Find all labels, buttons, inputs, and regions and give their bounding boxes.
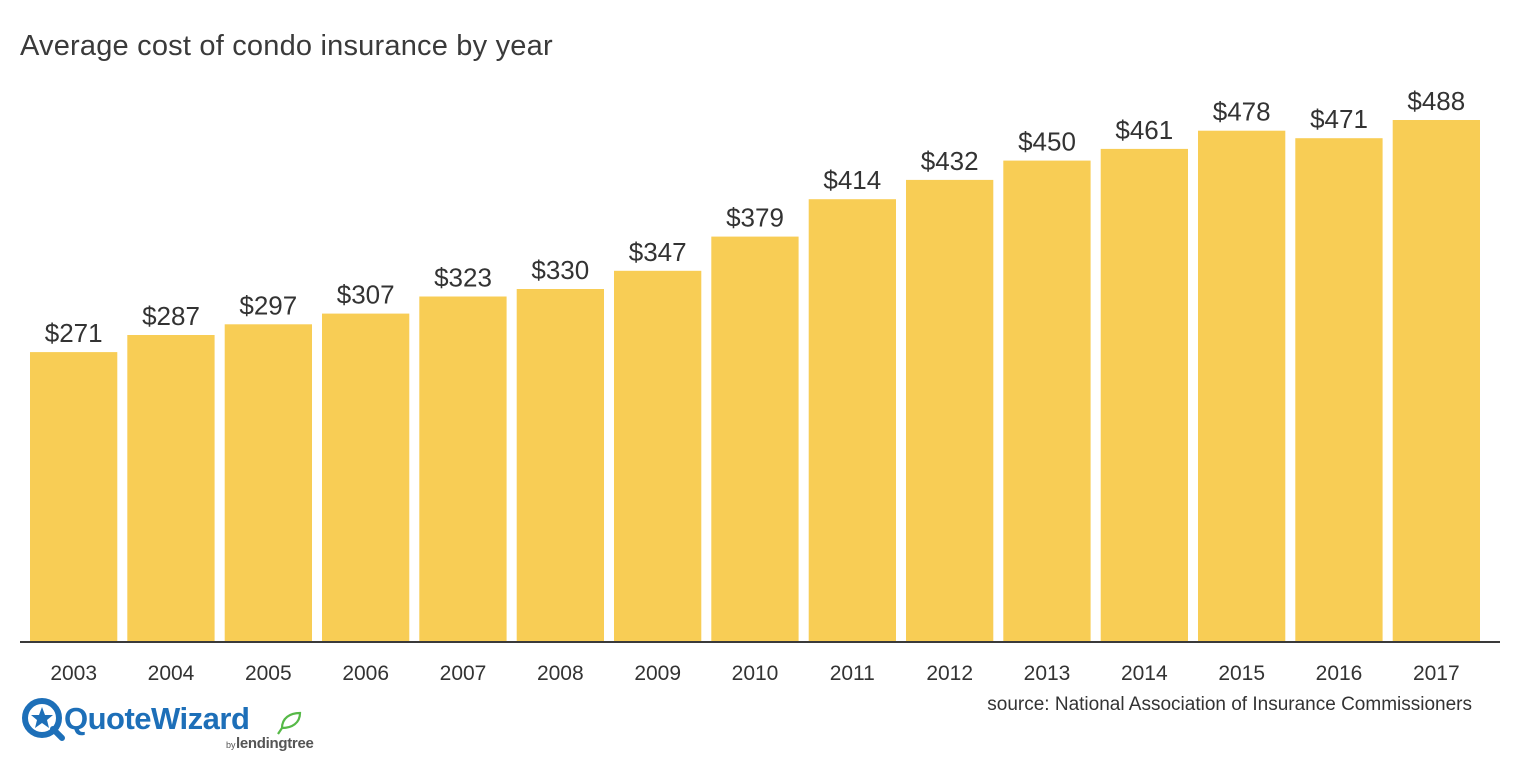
bar-2003 — [30, 352, 118, 642]
value-label-2014: $461 — [1115, 115, 1173, 145]
bar-2017 — [1392, 120, 1480, 642]
value-label-2015: $478 — [1213, 97, 1271, 127]
logo-byline: by — [226, 740, 236, 750]
value-label-2004: $287 — [142, 301, 200, 331]
bars-group — [30, 120, 1480, 642]
value-labels-group: $271 $287 $297 $307 $323 $330 $347 $379 $414 $432… — [45, 86, 1465, 348]
value-label-2013: $450 — [1018, 127, 1076, 157]
value-label-2010: $379 — [726, 203, 784, 233]
x-tick-label-2003: 2003 — [50, 662, 97, 685]
bar-2004 — [127, 335, 215, 642]
logo-wordmark: QuoteWizard — [64, 701, 249, 736]
x-tick-label-2007: 2007 — [440, 662, 487, 685]
bar-2016 — [1295, 138, 1383, 642]
logo-partner: lendingtree — [236, 735, 314, 752]
value-label-2016: $471 — [1310, 104, 1368, 134]
x-tick-label-2012: 2012 — [926, 662, 973, 685]
x-tick-label-2005: 2005 — [245, 662, 292, 685]
bar-2013 — [1003, 160, 1091, 642]
bar-2014 — [1100, 148, 1188, 642]
source-note: source: National Association of Insuranc… — [987, 694, 1472, 715]
x-tick-label-2010: 2010 — [732, 662, 779, 685]
x-tick-label-2017: 2017 — [1413, 662, 1460, 685]
bar-2012 — [906, 179, 994, 642]
x-tick-label-2008: 2008 — [537, 662, 584, 685]
bar-2010 — [711, 236, 799, 642]
bar-2005 — [224, 324, 312, 642]
quotewizard-star-icon — [22, 698, 65, 741]
bar-2009 — [614, 270, 702, 642]
value-label-2007: $323 — [434, 263, 492, 293]
quotewizard-logo: QuoteWizard by lendingtree — [20, 696, 350, 756]
x-tick-label-2013: 2013 — [1024, 662, 1071, 685]
x-tick-labels-group: 2003 2004 2005 2006 2007 2008 2009 2010 2011 2012… — [50, 662, 1459, 685]
x-tick-label-2011: 2011 — [830, 662, 875, 685]
value-label-2011: $414 — [823, 165, 881, 195]
bar-2007 — [419, 296, 507, 642]
bar-2015 — [1198, 130, 1286, 642]
value-label-2008: $330 — [531, 255, 589, 285]
x-tick-label-2014: 2014 — [1121, 662, 1168, 685]
value-label-2006: $307 — [337, 280, 395, 310]
x-tick-label-2006: 2006 — [342, 662, 389, 685]
value-label-2005: $297 — [239, 290, 297, 320]
x-tick-label-2009: 2009 — [634, 662, 681, 685]
value-label-2012: $432 — [921, 146, 979, 176]
bar-2006 — [322, 313, 410, 642]
chart-title: Average cost of condo insurance by year — [20, 30, 553, 62]
x-tick-label-2015: 2015 — [1218, 662, 1265, 685]
bar-2011 — [808, 199, 896, 642]
x-tick-label-2004: 2004 — [148, 662, 195, 685]
x-tick-label-2016: 2016 — [1316, 662, 1363, 685]
value-label-2003: $271 — [45, 318, 103, 348]
value-label-2009: $347 — [629, 237, 687, 267]
value-label-2017: $488 — [1407, 86, 1465, 116]
leaf-icon — [277, 711, 302, 735]
bar-2008 — [516, 289, 604, 642]
